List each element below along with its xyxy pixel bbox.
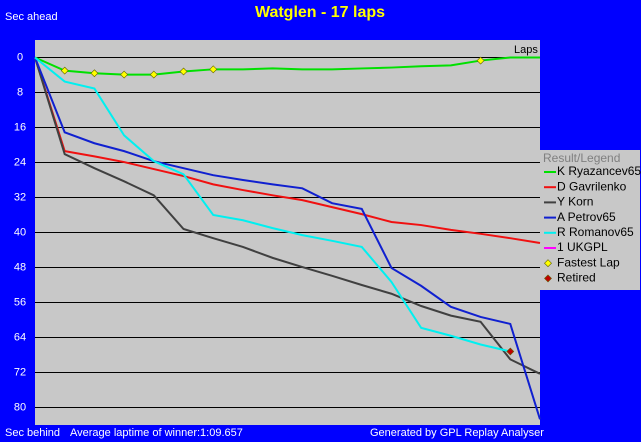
- legend-label: K Ryazancev65: [557, 164, 641, 178]
- marker: [476, 56, 485, 65]
- y-label-bottom: Sec behind: [5, 427, 60, 439]
- y-tick-label: 24: [14, 156, 26, 168]
- marker: [149, 70, 158, 79]
- marker: [60, 66, 69, 75]
- legend-label: Retired: [557, 271, 596, 285]
- chart-title: Watglen - 17 laps: [255, 4, 385, 21]
- marker: [179, 67, 188, 76]
- y-tick-label: 40: [14, 226, 26, 238]
- y-tick-label: 56: [14, 296, 26, 308]
- legend-label: 1 UKGPL: [557, 240, 608, 254]
- y-tick-label: 72: [14, 366, 26, 378]
- y-tick-label: 0: [17, 51, 23, 63]
- legend-box: [540, 150, 640, 290]
- legend-label: R Romanov65: [557, 225, 634, 239]
- series-line: [34, 57, 541, 375]
- series-line: [34, 57, 541, 244]
- series-line: [34, 56, 540, 76]
- y-tick-label: 8: [17, 86, 23, 98]
- footer-right: Generated by GPL Replay Analyser: [370, 427, 544, 439]
- y-tick-label: 64: [14, 331, 26, 343]
- legend-label: Fastest Lap: [557, 255, 620, 269]
- legend-label: D Gavrilenko: [557, 179, 627, 193]
- legend-label: A Petrov65: [557, 210, 616, 224]
- legend-swatch: [544, 274, 552, 283]
- y-label-top: Sec ahead: [5, 11, 58, 23]
- footer-left: Average laptime of winner:1:09.657: [70, 427, 243, 439]
- marker: [120, 70, 129, 79]
- series-line: [34, 57, 541, 420]
- y-tick-label: 16: [14, 121, 26, 133]
- marker: [506, 347, 515, 356]
- legend-label: Y Korn: [557, 195, 593, 209]
- legend-swatch: [544, 259, 552, 268]
- y-tick-label: 80: [14, 401, 26, 413]
- series-line: [34, 56, 511, 353]
- marker: [209, 65, 218, 74]
- marker: [90, 69, 99, 78]
- legend-title: Result/Legend: [543, 151, 620, 165]
- y-tick-label: 32: [14, 191, 26, 203]
- x-label: Laps: [514, 44, 538, 56]
- y-tick-label: 48: [14, 261, 26, 273]
